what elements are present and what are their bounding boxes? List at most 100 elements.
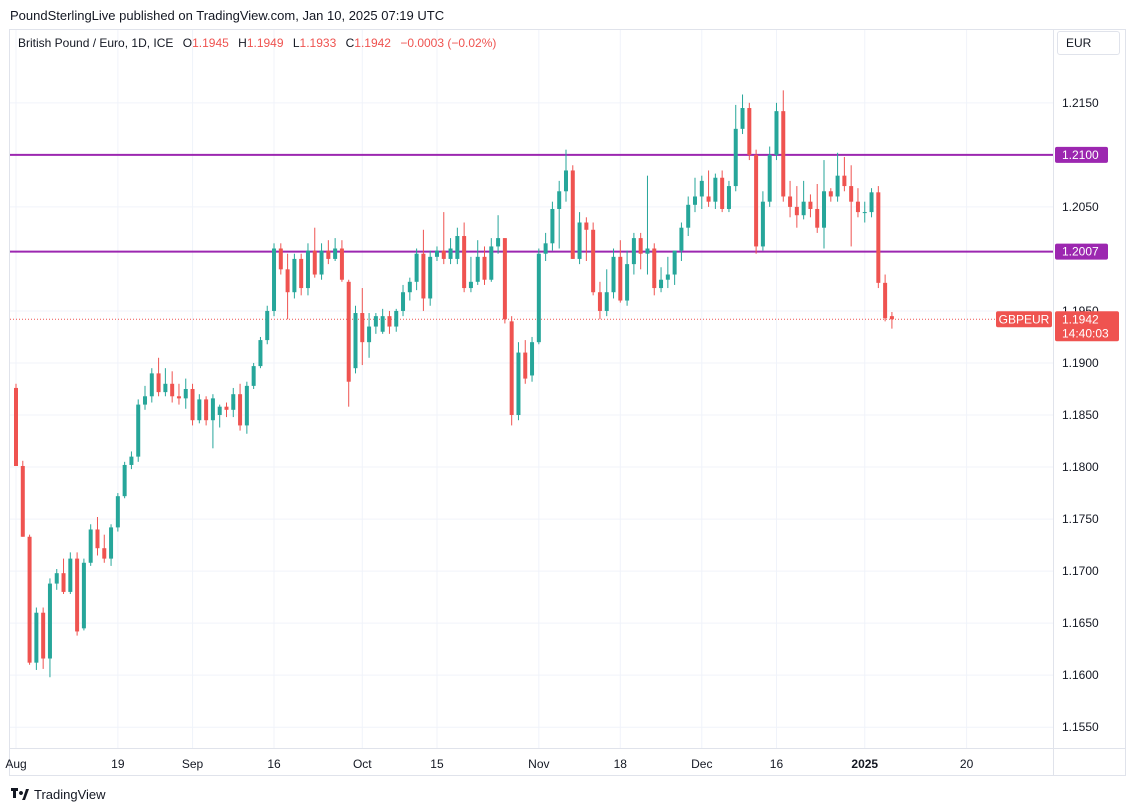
horizontal-levels <box>10 153 1053 320</box>
close-label: C <box>345 36 355 50</box>
price-tick-label: 1.1900 <box>1062 356 1099 370</box>
candle-body <box>305 250 310 289</box>
candle-body <box>693 196 697 205</box>
symbol-tag <box>996 311 1052 328</box>
publisher-line: PoundSterlingLive published on TradingVi… <box>10 8 445 23</box>
candle-body <box>312 250 317 275</box>
level-price-tag <box>1055 146 1108 163</box>
candle-body <box>584 222 589 230</box>
time-tick-label: 16 <box>267 757 281 771</box>
candle-body <box>876 192 881 283</box>
candle-body <box>570 170 575 259</box>
candle-body <box>414 253 419 282</box>
candle-body <box>597 292 602 311</box>
time-tick-label: 20 <box>960 757 974 771</box>
candle-body <box>767 154 772 202</box>
candle-body <box>75 558 80 632</box>
candle-body <box>265 310 270 341</box>
candle-body <box>156 373 161 393</box>
candle-body <box>367 326 372 343</box>
price-tick-label: 1.1550 <box>1062 720 1099 734</box>
candle-body <box>326 250 331 259</box>
candle-body <box>822 191 827 228</box>
candle-body <box>801 201 806 216</box>
candle-body <box>672 250 677 275</box>
candle-body <box>706 196 711 202</box>
candle-body <box>862 212 867 214</box>
time-tick-label: 18 <box>614 757 628 771</box>
candle-body <box>68 558 73 592</box>
open-label: O <box>182 36 193 50</box>
candle-body <box>149 373 154 397</box>
candle-body <box>557 191 562 209</box>
candle-body <box>88 529 93 563</box>
candle-body <box>665 274 670 280</box>
price-tick-label: 1.2150 <box>1062 96 1099 110</box>
candle-body <box>41 612 46 659</box>
candle-body <box>733 128 738 187</box>
candle-body <box>577 222 582 259</box>
candle-body <box>536 253 541 343</box>
candle-body <box>550 208 555 244</box>
price-axis[interactable]: 1.1550 1.1600 1.1650 1.1700 1.1750 1.1800 1.18… <box>996 96 1119 734</box>
candle-body <box>835 175 840 197</box>
candle-body <box>726 186 731 209</box>
candle-body <box>482 256 487 280</box>
candle-body <box>346 281 351 382</box>
time-axis[interactable]: Aug 19 Sep 16 Oct 15 Nov 18 Dec 16 2025 20 <box>5 757 973 771</box>
bar-countdown-label: 14:40:03 <box>1062 326 1109 340</box>
candle-body <box>509 321 514 416</box>
candle-body <box>760 201 765 247</box>
currency-button[interactable]: EUR <box>1057 31 1120 55</box>
candle-body <box>611 256 616 293</box>
candle-body <box>849 186 854 202</box>
candle-body <box>251 366 256 386</box>
high-label: H <box>238 36 247 50</box>
candle-body <box>489 246 494 280</box>
candle-body <box>407 281 412 293</box>
candle-body <box>109 527 114 559</box>
candle-body <box>788 196 793 207</box>
candle-body <box>828 191 833 197</box>
candle-body <box>319 250 324 275</box>
candle-body <box>190 388 195 421</box>
candle-body <box>54 573 59 584</box>
candle-body <box>217 406 222 416</box>
candle-body <box>652 248 657 289</box>
candle-body <box>204 399 209 421</box>
candles <box>14 90 894 678</box>
price-tick-label: 1.1800 <box>1062 460 1099 474</box>
candle-body <box>448 248 453 259</box>
low-value: 1.1933 <box>299 36 337 50</box>
candle-body <box>20 465 25 537</box>
tradingview-footer[interactable]: TradingView <box>10 787 106 802</box>
candle-body <box>34 612 39 663</box>
candle-body <box>197 399 202 421</box>
time-tick-label: Sep <box>182 757 204 771</box>
candle-body <box>421 253 426 299</box>
candle-body <box>95 529 100 549</box>
candle-body <box>224 406 229 410</box>
candle-body <box>353 313 358 369</box>
candle-body <box>869 192 874 213</box>
candle-body <box>176 396 181 399</box>
candle-body <box>638 238 643 254</box>
time-tick-label: 19 <box>111 757 125 771</box>
time-tick-label: Oct <box>353 757 372 771</box>
candle-body <box>496 238 501 247</box>
candle-body <box>278 248 283 270</box>
candle-body <box>774 111 779 155</box>
time-tick-label: 15 <box>430 757 444 771</box>
candle-body <box>604 292 609 311</box>
candle-body <box>27 536 32 663</box>
price-tick-label: 1.1850 <box>1062 408 1099 422</box>
candle-body <box>808 201 813 209</box>
candle-body <box>842 175 847 187</box>
candle-body <box>434 250 439 257</box>
candle-body <box>360 313 365 343</box>
candle-body <box>631 238 636 265</box>
candle-body <box>285 269 290 293</box>
candle-body <box>272 248 277 311</box>
candle-body <box>475 256 480 282</box>
